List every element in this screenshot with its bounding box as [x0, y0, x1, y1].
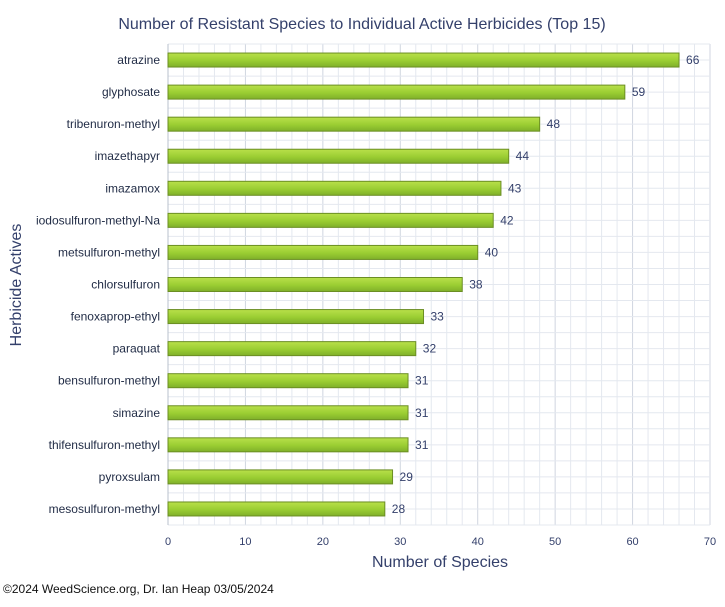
- bar-paraquat: [167, 341, 417, 357]
- value-label: 59: [632, 85, 646, 99]
- bar-pyroxsulam: [167, 469, 394, 485]
- value-label: 31: [415, 406, 429, 420]
- category-label: paraquat: [113, 342, 161, 356]
- value-label: 31: [415, 438, 429, 452]
- bar-glyphosate: [167, 84, 626, 100]
- category-label: mesosulfuron-methyl: [49, 502, 160, 516]
- value-label: 32: [423, 342, 437, 356]
- value-label: 29: [400, 470, 414, 484]
- bar-bensulfuron-methyl: [167, 373, 409, 389]
- bar-simazine: [167, 405, 409, 421]
- category-label: pyroxsulam: [99, 470, 160, 484]
- category-label: fenoxaprop-ethyl: [71, 310, 160, 324]
- bar-thifensulfuron-methyl: [167, 437, 409, 453]
- category-label: atrazine: [117, 53, 160, 67]
- x-tick-label: 30: [394, 536, 406, 548]
- x-tick-label: 10: [239, 536, 251, 548]
- bar-tribenuron-methyl: [167, 116, 541, 132]
- value-label: 48: [547, 117, 561, 131]
- copyright-footer: ©2024 WeedScience.org, Dr. Ian Heap 03/0…: [3, 582, 274, 596]
- bar-metsulfuron-methyl: [167, 244, 479, 260]
- category-label: imazethapyr: [95, 149, 160, 163]
- value-label: 44: [516, 149, 530, 163]
- category-label: bensulfuron-methyl: [58, 374, 160, 388]
- category-labels: atrazine glyphosate tribenuron-methyl imaze…: [36, 53, 161, 516]
- y-axis-title: Herbicide Actives: [8, 224, 25, 347]
- category-label: glyphosate: [102, 85, 160, 99]
- value-label: 28: [392, 502, 406, 516]
- x-tick-label: 60: [626, 536, 638, 548]
- value-label: 42: [500, 213, 514, 227]
- x-tick-label: 40: [472, 536, 484, 548]
- category-label: metsulfuron-methyl: [58, 245, 160, 259]
- value-label: 31: [415, 374, 429, 388]
- category-label: tribenuron-methyl: [67, 117, 160, 131]
- bar-chlorsulfuron: [167, 277, 463, 292]
- bars: [167, 52, 680, 517]
- category-label: imazamox: [105, 181, 160, 195]
- value-label: 33: [431, 310, 445, 324]
- x-tick-label: 0: [165, 536, 171, 548]
- x-tick-label: 70: [704, 536, 716, 548]
- x-tick-label: 50: [549, 536, 561, 548]
- value-labels: 66 59 48 44 43 42 40 38 33 32 31 31 31 29 28: [392, 53, 700, 516]
- x-axis-ticks: 0 10 20 30 40 50 60 70: [165, 536, 716, 548]
- value-label: 43: [508, 181, 522, 195]
- bar-chart: Number of Resistant Species to Individua…: [8, 16, 716, 571]
- bar-imazethapyr: [167, 148, 510, 164]
- category-label: thifensulfuron-methyl: [49, 438, 160, 452]
- value-label: 40: [485, 245, 499, 259]
- value-label: 66: [686, 53, 700, 67]
- bar-iodosulfuron-methyl-Na: [167, 212, 494, 228]
- category-label: chlorsulfuron: [91, 278, 160, 292]
- chart-title: Number of Resistant Species to Individua…: [118, 16, 605, 33]
- value-label: 38: [469, 278, 483, 292]
- bar-atrazine: [167, 52, 680, 68]
- x-tick-label: 20: [317, 536, 329, 548]
- x-axis-title: Number of Species: [372, 554, 508, 571]
- bar-fenoxaprop-ethyl: [167, 309, 425, 325]
- category-label: iodosulfuron-methyl-Na: [36, 213, 160, 227]
- bar-mesosulfuron-methyl: [167, 501, 386, 517]
- bar-imazamox: [167, 180, 502, 196]
- category-label: simazine: [113, 406, 161, 420]
